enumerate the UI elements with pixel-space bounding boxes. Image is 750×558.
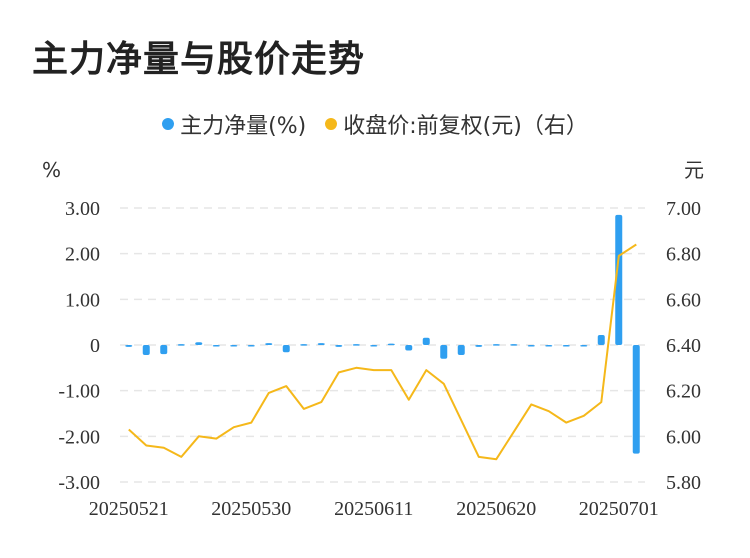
right-tick-label: 6.80 (666, 244, 701, 266)
left-tick-label: -1.00 (58, 381, 100, 403)
bar (405, 345, 413, 351)
bar (440, 345, 448, 359)
right-tick-label: 5.80 (666, 472, 701, 494)
axis-labels: 3.00 2.00 1.00 0 -1.00 -2.00 -3.00 7.00 6.80 6.60… (42, 158, 704, 520)
bar (142, 345, 150, 356)
bar (632, 345, 640, 454)
bar (457, 345, 465, 356)
chart-title: 主力净量与股价走势 (32, 39, 366, 80)
right-axis-unit: 元 (684, 158, 704, 182)
bar (545, 345, 553, 347)
x-tick-label: 20250611 (334, 498, 413, 520)
x-tick-label: 20250620 (456, 498, 536, 520)
x-tick-label: 20250701 (579, 498, 659, 520)
bar (125, 345, 133, 347)
price-line (128, 243, 637, 461)
bar (335, 345, 343, 347)
bar (580, 345, 588, 347)
bar (475, 345, 483, 347)
bar (265, 343, 273, 345)
left-tick-label: -2.00 (58, 426, 100, 448)
bar (212, 345, 220, 347)
bar (562, 345, 570, 347)
bar (177, 344, 185, 346)
legend-dot-blue (162, 118, 175, 130)
right-tick-label: 6.40 (666, 335, 701, 357)
line-series (128, 243, 637, 461)
legend-dot-yellow (325, 118, 338, 130)
bar (300, 344, 308, 346)
bar (195, 342, 203, 345)
bar (370, 345, 378, 347)
left-tick-label: 0 (90, 335, 100, 357)
right-tick-label: 7.00 (666, 198, 701, 220)
bar-series (125, 214, 640, 454)
x-tick-label: 20250530 (211, 498, 291, 520)
bar (230, 345, 238, 347)
bar (352, 344, 360, 346)
legend-item-net-volume[interactable]: 主力净量(%) (162, 108, 306, 140)
right-tick-label: 6.00 (666, 426, 701, 448)
right-tick-label: 6.20 (666, 381, 701, 403)
bar (510, 344, 518, 346)
bar (492, 344, 500, 346)
left-axis-unit: % (42, 158, 61, 182)
left-tick-label: 1.00 (65, 289, 100, 311)
bar (160, 345, 168, 355)
left-tick-label: 2.00 (65, 244, 100, 266)
legend-label-close-price: 收盘价:前复权(元)（右） (343, 114, 588, 139)
legend-item-close-price[interactable]: 收盘价:前复权(元)（右） (325, 108, 588, 140)
legend-label-net-volume: 主力净量(%) (180, 114, 307, 139)
left-tick-label: -3.00 (58, 472, 100, 494)
left-tick-label: 3.00 (65, 198, 100, 220)
bar (422, 337, 430, 345)
legend: 主力净量(%) 收盘价:前复权(元)（右） (0, 108, 750, 140)
bar (527, 345, 535, 347)
x-tick-label: 20250521 (89, 498, 169, 520)
bar (387, 343, 395, 346)
bar (282, 345, 290, 353)
bar (317, 343, 325, 345)
right-tick-label: 6.60 (666, 289, 701, 311)
grid-lines (120, 207, 645, 483)
bar (247, 345, 255, 347)
bar (597, 334, 605, 345)
bar (615, 214, 623, 345)
